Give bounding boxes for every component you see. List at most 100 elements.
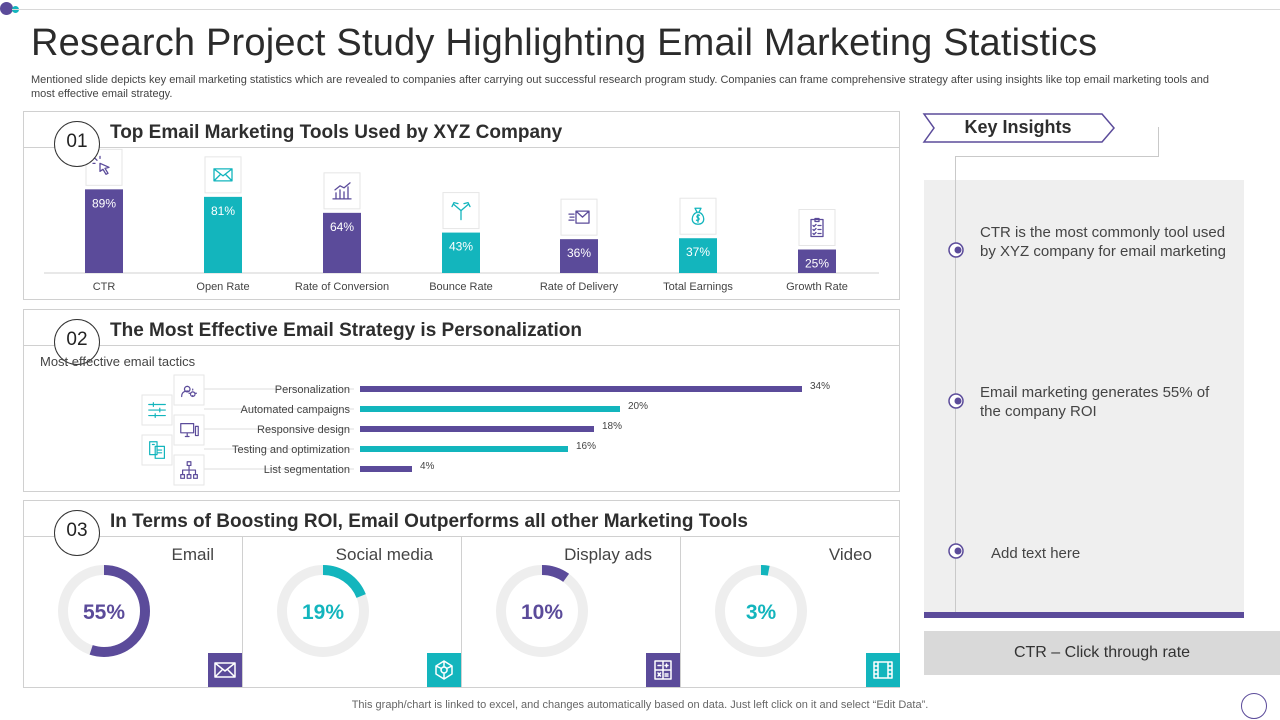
tactic-bar (360, 466, 412, 472)
donut-chart: 10% (496, 565, 588, 657)
tools-category-label: Open Rate (196, 281, 249, 293)
tactic-category-label: Responsive design (257, 424, 350, 436)
donut-arc (496, 565, 588, 657)
tools-bar (442, 232, 480, 273)
section-03-header (24, 501, 899, 537)
donut-arc (277, 565, 369, 657)
insights-timeline (955, 156, 956, 612)
sliders-icon (141, 394, 173, 426)
insight-bullet-3 (948, 543, 964, 559)
insights-panel (924, 180, 1244, 616)
corner-dot (0, 2, 13, 15)
section-01-title: Top Email Marketing Tools Used by XYZ Co… (110, 122, 563, 143)
section-01-panel: 89% CTR 81% Open Rate 64% Rate of Conversion 4… (23, 111, 900, 300)
film-icon (866, 653, 900, 687)
tools-bar (560, 239, 598, 273)
clipboard-icon (798, 209, 836, 246)
tactic-bar-value: 18% (602, 421, 622, 432)
footer-note: This graph/chart is linked to excel, and… (351, 699, 929, 711)
donut-category-label: Social media (335, 545, 433, 564)
section-01-header (24, 112, 899, 148)
donut-cell: Email 55% (24, 537, 243, 687)
tools-bar-value: 43% (449, 240, 473, 254)
tools-bar-value: 81% (211, 204, 235, 218)
money-bag-icon (679, 197, 717, 235)
section-03-panel: Email 55% Social media 19% Display ads 10% Vid… (23, 500, 900, 688)
tactic-bar (360, 446, 568, 452)
donut-chart: 19% (277, 565, 369, 657)
tools-bar (204, 196, 242, 273)
top-rule (12, 9, 1280, 10)
tools-category-label: Bounce Rate (429, 281, 493, 293)
donut-cell: Display ads 10% (462, 537, 681, 687)
section-03-title: In Terms of Boosting ROI, Email Outperfo… (110, 511, 748, 532)
tactic-bar-value: 16% (576, 441, 596, 452)
devices-icon (141, 434, 173, 466)
envelope-icon (204, 156, 242, 194)
tools-bar-value: 89% (92, 196, 116, 210)
donut-value: 3% (746, 601, 777, 624)
user-gear-icon (173, 374, 205, 406)
tools-bar-value: 25% (805, 257, 829, 271)
donut-cell: Video 3% (681, 537, 900, 687)
donut-value: 55% (83, 601, 125, 624)
tactic-category-label: Personalization (275, 384, 350, 396)
donut-value: 10% (521, 601, 563, 624)
tactic-category-label: Automated campaigns (241, 404, 351, 416)
tools-category-label: Total Earnings (663, 281, 733, 293)
donut-arc (715, 565, 807, 657)
tools-bar-value: 37% (686, 245, 710, 259)
donut-chart: 55% (58, 565, 150, 657)
section-02-panel: Personalization 34% Automated campaigns 20%… (23, 309, 900, 492)
ctr-footnote: CTR – Click through rate (924, 631, 1280, 675)
insights-accent-bar (924, 612, 1244, 618)
donut-cell: Social media 19% (243, 537, 462, 687)
donut-category-label: Display ads (564, 545, 652, 564)
insight-text-2: Email marketing generates 55% of the com… (980, 384, 1210, 420)
tools-category-label: Rate of Delivery (540, 281, 619, 293)
tools-bar-value: 64% (330, 220, 354, 234)
tactic-bar-value: 34% (810, 381, 830, 392)
insights-connector-vertical (1158, 127, 1159, 157)
tactic-category-label: Testing and optimization (232, 444, 350, 456)
tactics-sub-label: Most effective email tactics (40, 354, 196, 369)
insights-connector (955, 156, 1159, 157)
split-arrows-icon (442, 192, 480, 230)
tactic-bar (360, 386, 802, 392)
nav-circle[interactable] (1241, 693, 1267, 719)
donut-value: 19% (302, 601, 344, 624)
tools-category-label: CTR (93, 281, 116, 293)
tools-bar-value: 36% (567, 246, 591, 260)
tactic-bar (360, 406, 620, 412)
section-01-number: 01 (54, 121, 100, 167)
tactic-category-label: List segmentation (264, 464, 350, 476)
insight-text-3: Add text here (991, 545, 1081, 562)
tools-category-label: Rate of Conversion (295, 281, 389, 293)
insight-text-1: CTR is the most commonly tool used by XY… (980, 224, 1226, 260)
envelope-icon (208, 653, 242, 687)
tactic-bar-value: 4% (420, 461, 435, 472)
calculator-icon (646, 653, 680, 687)
tactic-bar-value: 20% (628, 401, 648, 412)
donut-chart: 3% (715, 565, 807, 657)
section-02-title: The Most Effective Email Strategy is Per… (110, 320, 582, 341)
section-02-number: 02 (54, 319, 100, 365)
growth-chart-icon (323, 172, 361, 210)
tools-bar (323, 212, 361, 273)
donut-category-label: Email (171, 545, 214, 564)
tools-bar (798, 249, 836, 273)
insight-bullet-2 (948, 393, 964, 409)
tactic-bar (360, 426, 594, 432)
insight-bullet-1 (948, 242, 964, 258)
section-03-number: 03 (54, 510, 100, 556)
tools-bar (679, 238, 717, 273)
page-subtitle: Mentioned slide depicts key email market… (31, 74, 1209, 100)
tools-bar-chart: 89% CTR 81% Open Rate 64% Rate of Conversion 4… (44, 148, 879, 293)
monitor-icon (173, 414, 205, 446)
tools-category-label: Growth Rate (786, 281, 848, 293)
tools-bar (85, 189, 123, 273)
send-mail-icon (560, 198, 598, 236)
donut-arc (58, 565, 150, 657)
hierarchy-icon (173, 454, 205, 486)
network-icon (427, 653, 461, 687)
